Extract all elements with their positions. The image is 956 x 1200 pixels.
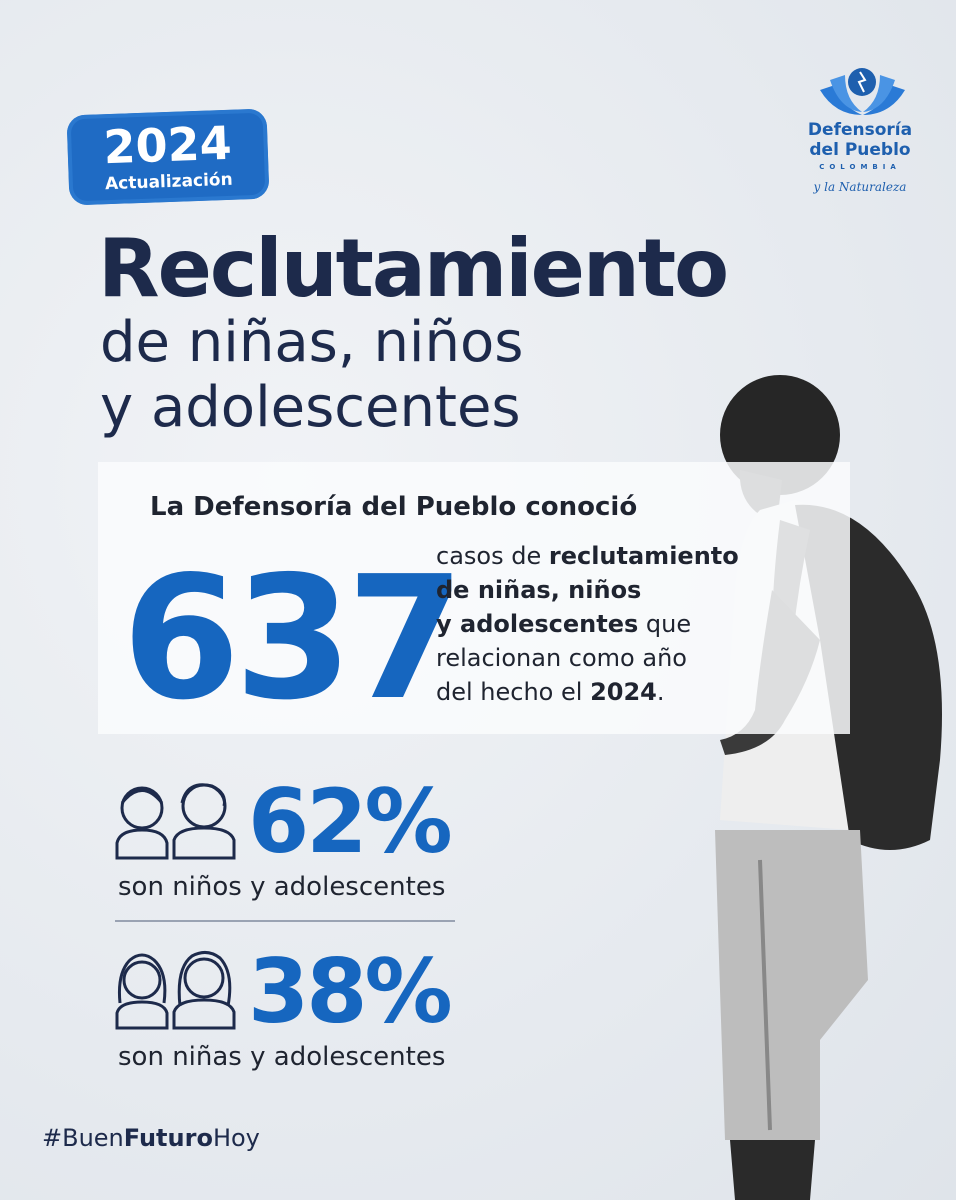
text-segment: reclutamiento [548, 542, 739, 570]
stat-value: 38% [248, 940, 453, 1043]
highlight-box [98, 462, 850, 734]
text-segment: de niñas, niños [436, 576, 642, 604]
description-line: relacionan como año [436, 644, 687, 672]
text-segment: 2024 [590, 678, 657, 706]
logo-tagline: y la Naturaleza [813, 180, 907, 194]
highlight-intro: La Defensoría del Pueblo conoció [150, 492, 638, 522]
hashtag: #BuenFuturoHoy [42, 1124, 260, 1152]
description-line: casos de reclutamiento [436, 542, 739, 570]
girls-icon [115, 951, 236, 1030]
highlight-number: 637 [122, 540, 465, 738]
subtitle: y adolescentes [100, 375, 521, 440]
text-segment: relacionan como año [436, 644, 687, 672]
subtitle: de niñas, niños [100, 310, 524, 375]
text-segment: . [656, 678, 665, 706]
text-segment: Futuro [123, 1124, 213, 1152]
description-line: de niñas, niños [436, 576, 641, 604]
stat-label: son niños y adolescentes [118, 872, 446, 902]
stat-label: son niñas y adolescentes [118, 1042, 446, 1072]
text-segment: Hoy [212, 1124, 260, 1152]
text-segment: #Buen [42, 1124, 124, 1152]
text-segment: que [638, 610, 692, 638]
year-badge: 2024 Actualización [66, 108, 270, 206]
text-segment: del hecho el [436, 678, 591, 706]
stat-value: 62% [248, 770, 453, 873]
badge-year: 2024 [102, 115, 233, 175]
logo-name: del Pueblo [809, 140, 911, 160]
logo-icon [820, 68, 905, 115]
text-segment: casos de [436, 542, 549, 570]
boys-icon [115, 783, 236, 860]
description-line: y adolescentes que [436, 610, 691, 638]
logo-country: COLOMBIA [819, 163, 901, 171]
logo-name: Defensoría [807, 120, 913, 140]
title: Reclutamiento [98, 222, 729, 315]
divider [115, 920, 455, 922]
description-line: del hecho el 2024. [436, 678, 665, 706]
text-segment: y adolescentes [436, 610, 639, 638]
